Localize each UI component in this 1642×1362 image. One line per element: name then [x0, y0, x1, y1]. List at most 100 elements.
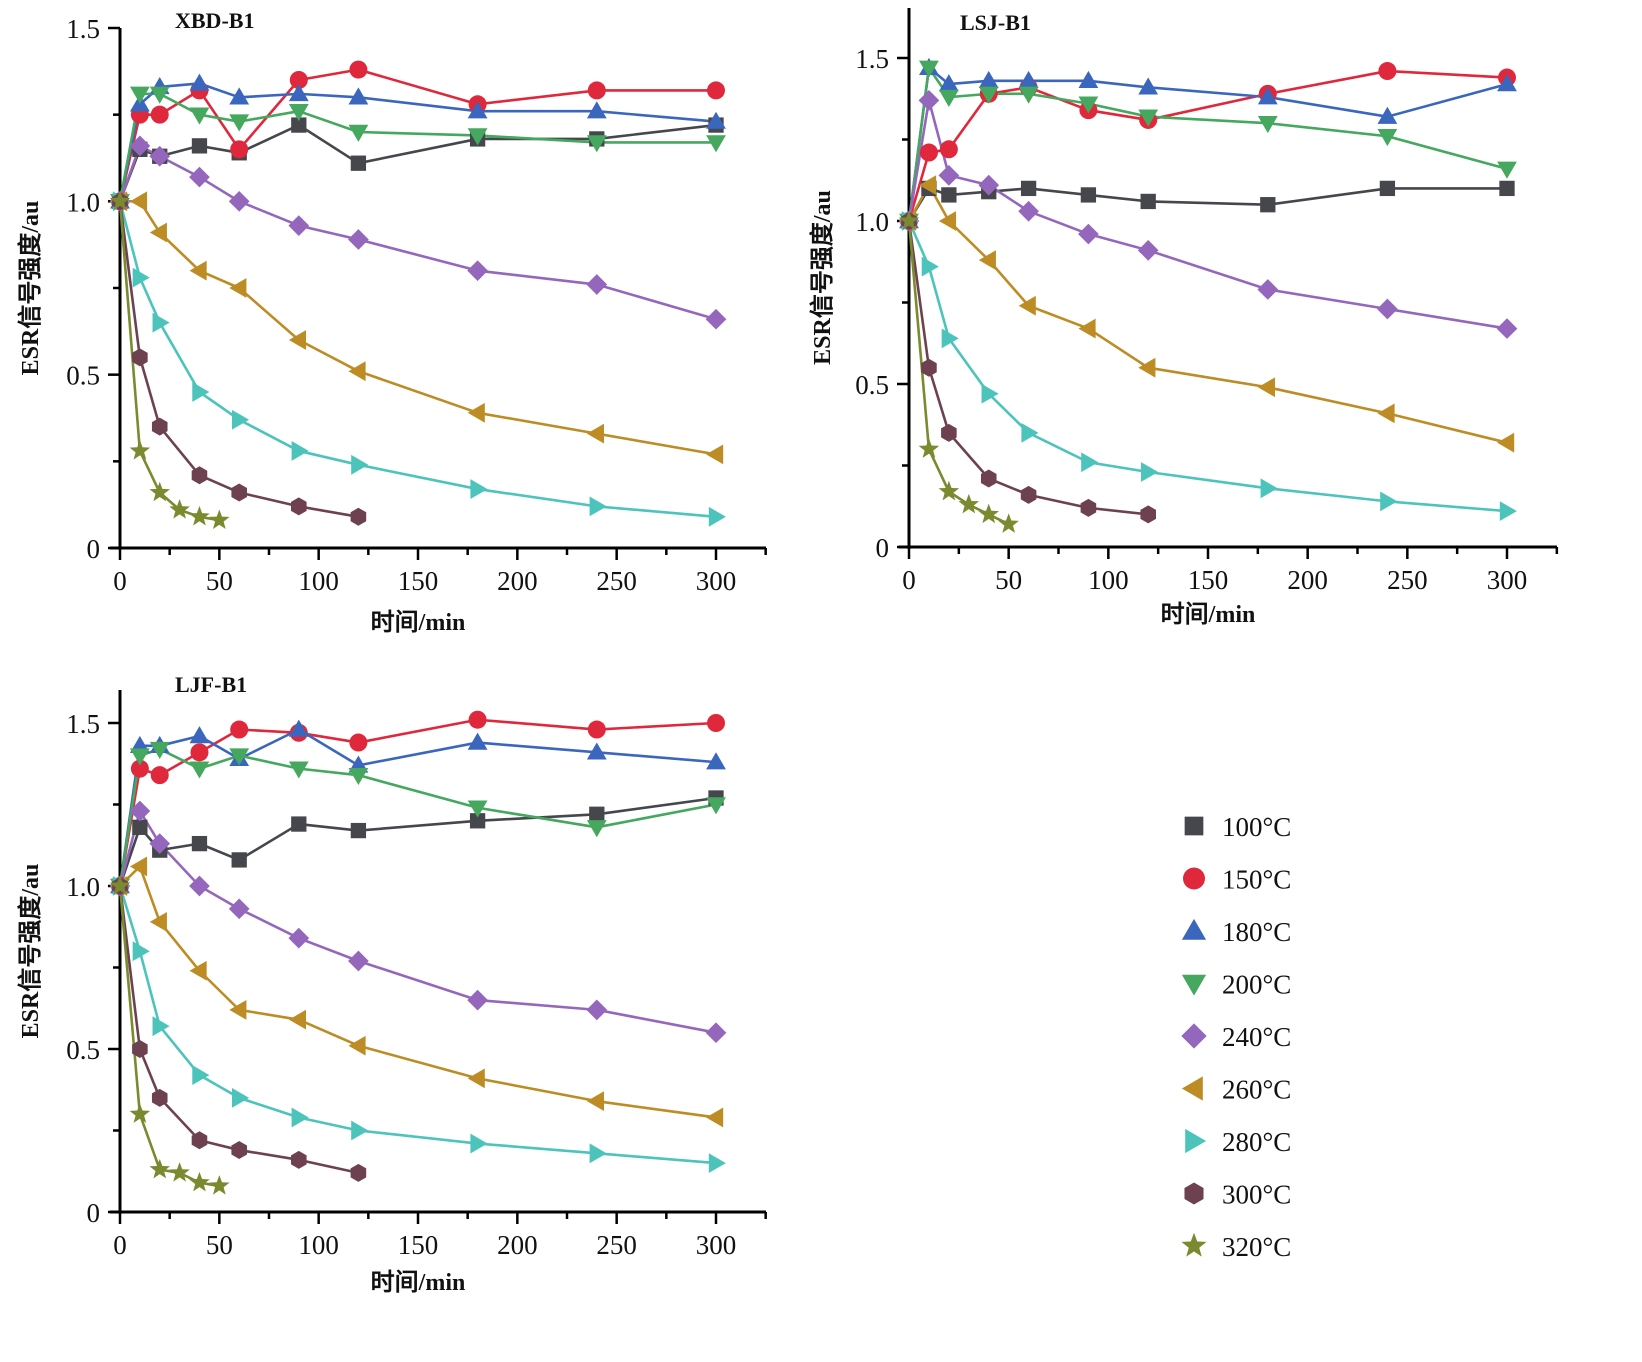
data-point — [191, 1131, 208, 1150]
data-point — [189, 726, 210, 744]
series-line-100c — [118, 796, 717, 887]
panel-title: LSJ-B1 — [960, 10, 1031, 35]
data-point — [291, 1150, 307, 1169]
x-tick-label: 0 — [113, 1230, 127, 1260]
data-point — [132, 1040, 148, 1058]
data-point — [941, 423, 957, 442]
data-point — [190, 743, 209, 762]
data-point — [919, 143, 938, 162]
x-tick-label: 200 — [497, 566, 538, 596]
data-point — [1018, 295, 1036, 316]
series-markers-200c — [899, 60, 1517, 231]
data-point — [150, 105, 169, 124]
data-point — [291, 117, 307, 133]
data-point — [467, 732, 488, 750]
data-point — [1080, 187, 1097, 203]
data-point — [938, 89, 959, 108]
data-point — [1020, 180, 1037, 197]
data-point — [998, 513, 1019, 533]
data-point — [586, 274, 608, 295]
data-point — [708, 506, 726, 527]
data-point — [1140, 193, 1156, 210]
data-point — [586, 820, 607, 838]
data-point — [129, 440, 151, 460]
data-point — [152, 312, 170, 333]
data-point — [350, 155, 367, 171]
data-point — [1378, 62, 1397, 81]
legend-label: 200°C — [1222, 970, 1291, 1000]
legend-label: 300°C — [1222, 1180, 1291, 1210]
x-tick-label: 50 — [995, 565, 1022, 595]
data-point — [587, 720, 606, 739]
data-point — [1257, 116, 1278, 134]
data-point — [189, 73, 210, 91]
y-tick-label: 1.0 — [855, 207, 889, 237]
data-point — [169, 1162, 190, 1182]
series-markers-320c — [109, 875, 230, 1195]
data-point — [348, 767, 369, 786]
data-point — [586, 135, 607, 153]
chart-panel-lsj-b1: 0 50 100 150 200 250 300 0 0.5 1.0 1.5 LSJ-B1 时间/min… — [808, 8, 1559, 628]
legend-marker-hexagon-icon — [1184, 1182, 1204, 1205]
y-tick-label: 1.5 — [66, 14, 100, 44]
series-line-200c — [118, 92, 716, 202]
x-axis-label: 时间/min — [1161, 601, 1256, 628]
legend-label: 260°C — [1222, 1075, 1291, 1105]
x-tick-label: 50 — [206, 566, 233, 596]
data-point — [708, 1153, 726, 1173]
data-point — [189, 166, 210, 188]
series-markers-240c — [898, 90, 1518, 339]
legend-item: 150°C — [1183, 865, 1291, 895]
data-point — [348, 950, 369, 972]
data-point — [1138, 357, 1156, 378]
data-point — [288, 761, 309, 779]
legend-marker-triangle-up-icon — [1181, 918, 1207, 940]
data-point — [938, 165, 960, 186]
data-point — [941, 328, 959, 349]
data-point — [289, 71, 308, 89]
x-axis-label: 时间/min — [371, 1269, 466, 1296]
legend-label: 240°C — [1222, 1022, 1291, 1052]
x-tick-label: 50 — [206, 1230, 233, 1260]
legend-marker-circle-icon — [1183, 867, 1205, 890]
data-point — [705, 1022, 727, 1044]
legend-marker-square-icon — [1184, 816, 1204, 836]
series-markers-280c — [112, 191, 726, 527]
data-point — [978, 174, 1000, 196]
series-markers-280c — [112, 876, 726, 1173]
data-point — [1497, 74, 1517, 92]
data-point — [586, 423, 604, 444]
x-tick-label: 300 — [696, 566, 737, 596]
series-line-260c — [119, 865, 717, 1119]
data-point — [1078, 223, 1099, 245]
data-point — [209, 1175, 230, 1195]
legend-marker-triangle-right-icon — [1185, 1128, 1207, 1154]
data-point — [939, 140, 958, 159]
series-line-100c — [907, 187, 1507, 222]
data-point — [351, 1120, 369, 1141]
x-tick-label: 150 — [398, 566, 439, 596]
y-tick-label: 1.0 — [66, 187, 100, 217]
series-markers-100c — [112, 117, 724, 209]
data-point — [129, 1103, 151, 1123]
data-point — [232, 409, 250, 430]
y-tick-label: 0 — [876, 533, 890, 563]
data-point — [129, 135, 151, 157]
data-point — [228, 190, 250, 212]
series-line-200c — [118, 747, 717, 887]
data-point — [350, 1163, 367, 1182]
data-point — [350, 822, 367, 839]
series-line-150c — [118, 68, 716, 202]
data-point — [978, 250, 996, 271]
data-point — [150, 766, 169, 785]
data-point — [707, 714, 725, 732]
series-markers-260c — [110, 856, 724, 1128]
data-point — [587, 81, 606, 100]
legend-item: 100°C — [1184, 812, 1291, 842]
data-point — [109, 190, 131, 211]
data-point — [978, 86, 999, 104]
data-point — [152, 1016, 170, 1037]
data-point — [230, 140, 249, 159]
data-point — [1497, 432, 1515, 453]
data-point — [467, 989, 488, 1011]
